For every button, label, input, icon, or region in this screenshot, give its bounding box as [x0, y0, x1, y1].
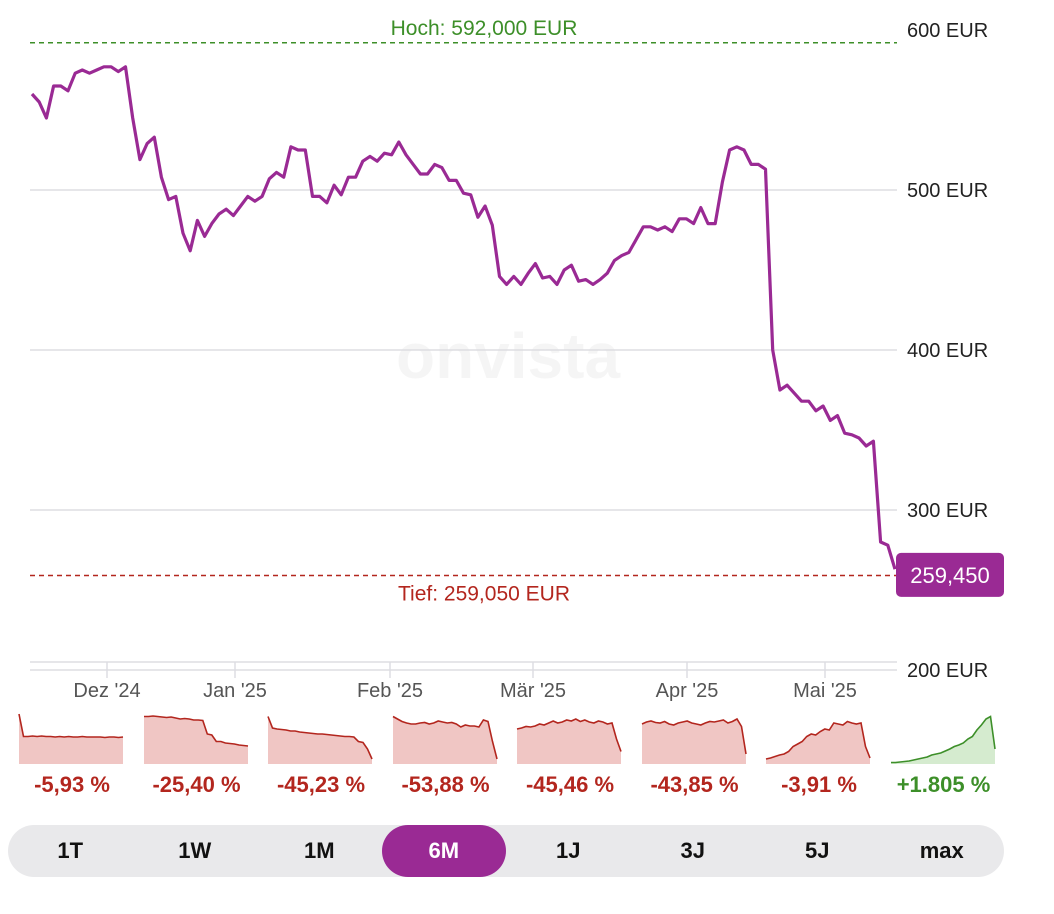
y-tick-label: 400 EUR: [907, 340, 988, 362]
sparkline-area: [890, 716, 995, 764]
sparkline: [392, 715, 498, 764]
performance-1M: -45,23 %: [259, 710, 383, 810]
performance-1J: -45,46 %: [508, 710, 632, 810]
sparkline-area: [143, 716, 248, 764]
performance-max: +1.805 %: [882, 710, 1006, 810]
x-tick-label: Apr '25: [656, 680, 719, 702]
range-tab-6m[interactable]: 6M: [381, 825, 506, 877]
performance-value: -45,46 %: [525, 772, 615, 797]
last-price-badge: 259,450: [896, 552, 1004, 597]
last-price-label: 259,450: [910, 563, 990, 588]
range-tab-max[interactable]: max: [919, 838, 964, 863]
performance-3J: -43,85 %: [633, 710, 757, 810]
sparkline: [641, 717, 747, 764]
x-tick-label: Feb '25: [357, 680, 423, 702]
sparkline: [516, 718, 622, 764]
sparkline: [267, 716, 373, 764]
performance-1T: -5,93 %: [10, 710, 134, 810]
performance-value: +1.805 %: [896, 772, 991, 797]
performance-1W: -25,40 %: [135, 710, 259, 810]
sparkline-area: [641, 719, 746, 764]
low-label: Tief: 259,050 EUR: [398, 583, 570, 606]
sparkline: [890, 715, 996, 764]
performance-value: -5,93 %: [34, 772, 110, 797]
x-tick-label: Mai '25: [793, 680, 857, 702]
sparkline-line: [765, 720, 871, 760]
performance-value: -25,40 %: [152, 772, 241, 797]
last-price-badge-bg: [896, 552, 1004, 597]
sparkline-line: [890, 715, 996, 764]
watermark: onvista: [396, 320, 620, 392]
sparkline-line: [516, 718, 622, 752]
x-axis: Dez '24 Jan '25 Feb '25 Mär '25 Apr '25 Mai '…: [30, 661, 897, 702]
high-low-lines: Hoch: 592,000 EUR Tief: 259,050 EUR: [30, 17, 897, 606]
performance-row: -5,93 % -25,40 % -45,23 % -53,88 % -45,46 % -…: [10, 710, 1010, 810]
range-tab-1m[interactable]: 1M: [303, 838, 335, 863]
high-label: Hoch: 592,000 EUR: [391, 17, 578, 40]
sparkline-line: [392, 715, 498, 760]
sparkline-line: [143, 715, 248, 747]
sparkline: [18, 713, 124, 764]
performance-value: -53,88 %: [401, 772, 490, 797]
performance-value: -45,23 %: [276, 772, 366, 797]
performance-value: -3,91 %: [781, 772, 857, 797]
price-chart: onvista 600 EUR 500 EUR 400 EUR 300 EUR 200 …: [30, 17, 1004, 702]
sparkline-area: [268, 716, 372, 764]
range-tab-5j[interactable]: 5J: [805, 838, 830, 863]
sparkline-line: [267, 716, 373, 760]
y-tick-label: 600 EUR: [907, 20, 988, 42]
price-line: [30, 65, 897, 570]
sparkline: [143, 715, 248, 764]
range-tab-3j[interactable]: 3J: [680, 838, 705, 863]
sparkline: [765, 720, 871, 764]
x-tick-label: Jan '25: [203, 680, 267, 702]
performance-value: -43,85 %: [650, 772, 739, 797]
range-tab-1j[interactable]: 1J: [556, 838, 581, 863]
sparkline-area: [517, 719, 621, 764]
performance-6M: -53,88 %: [384, 710, 508, 810]
sparkline-area: [766, 721, 870, 764]
range-selector: 1T 1W 1M 6M 1J 3J 5J max: [8, 825, 1004, 877]
range-tab-1w[interactable]: 1W: [178, 838, 212, 863]
sparkline-line: [18, 713, 124, 739]
performance-5J: -3,91 %: [757, 710, 881, 810]
y-tick-label: 200 EUR: [907, 660, 988, 682]
range-tab-1t[interactable]: 1T: [57, 838, 84, 863]
x-tick-label: Mär '25: [500, 680, 566, 702]
sparkline-area: [19, 714, 123, 764]
sparkline-area: [392, 716, 497, 764]
y-axis: 600 EUR 500 EUR 400 EUR 300 EUR 200 EUR: [907, 20, 988, 682]
sparkline-line: [641, 717, 747, 755]
x-tick-label: Dez '24: [73, 680, 140, 702]
y-tick-label: 500 EUR: [907, 180, 988, 202]
y-tick-label: 300 EUR: [907, 500, 988, 522]
